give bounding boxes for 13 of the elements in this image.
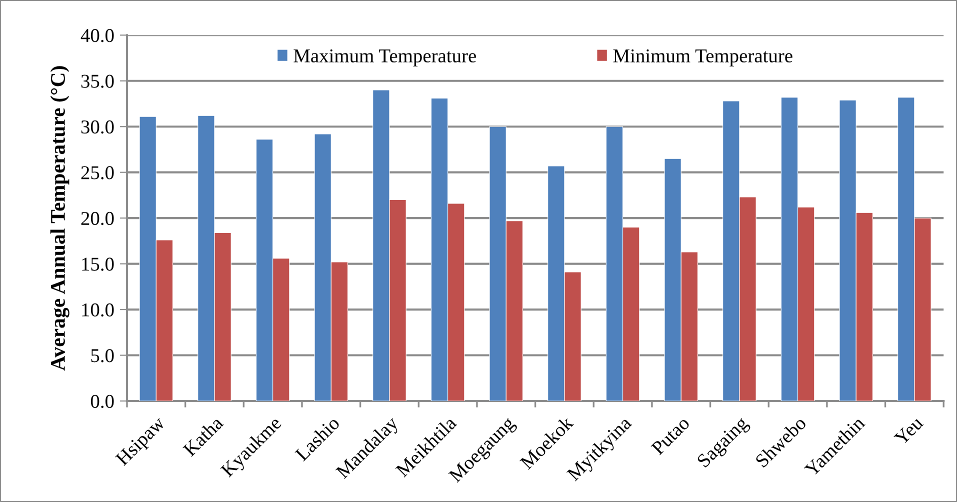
y-tick-label: 10.0 bbox=[82, 303, 114, 317]
y-tick-label: 35.0 bbox=[81, 74, 114, 88]
y-tick-label: 30.0 bbox=[81, 120, 114, 134]
y-tick-label: 25.0 bbox=[81, 166, 114, 180]
y-tick-label: 20.0 bbox=[81, 212, 114, 226]
y-tick-label: 5.0 bbox=[91, 349, 114, 362]
x-tick-label: Yeu bbox=[894, 416, 924, 446]
y-tick-label: 0.0 bbox=[90, 394, 114, 408]
y-tick-label: 15.0 bbox=[82, 258, 114, 271]
y-axis-title: Average Annual Temperature (°C) bbox=[50, 66, 70, 371]
y-tick-label: 40.0 bbox=[80, 28, 114, 42]
legend-label: Maximum Temperature bbox=[294, 49, 476, 66]
legend-label: Minimum Temperature bbox=[613, 49, 792, 66]
